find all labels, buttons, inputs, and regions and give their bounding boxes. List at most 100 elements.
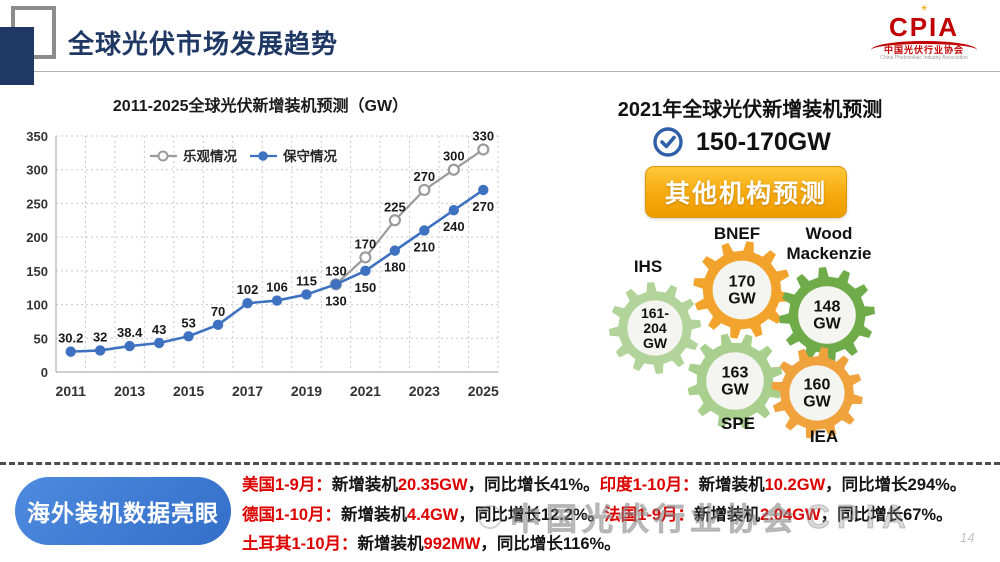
dashed-separator [0,462,1000,465]
gear-org-label: IEA [810,427,838,446]
data-label: 150 [355,280,377,295]
data-point [388,214,401,227]
gear-value: 170 [729,274,756,291]
news-segment: ，同比增长12.2%。 [458,505,605,524]
data-point [183,331,194,342]
data-point [330,279,342,290]
title-decoration-navy-square [0,27,34,85]
logo-en-name: China Photovoltaic Industry Association [880,55,968,61]
chart-grid [55,135,499,373]
news-segment: 土耳其1-10月： [242,535,358,553]
data-label: 102 [237,282,259,297]
gear-value: 204 [643,320,667,336]
data-label: 30.2 [58,331,83,346]
data-point [360,265,371,277]
news-segment: 20.35GW [397,476,468,494]
data-point [242,298,253,309]
svg-text:2011: 2011 [56,383,87,399]
news-segment: 10.2GW [764,476,826,494]
data-label: 130 [325,293,347,308]
data-point [478,184,489,196]
data-label: 106 [266,280,288,295]
gear-bnef: 170GW BNEF [693,224,791,339]
data-point [271,295,283,306]
data-point [477,143,490,156]
y-axis-tick-labels: 0 50 100 150 200 250 300 350 [26,129,48,380]
data-label: 43 [152,322,166,337]
svg-text:2021: 2021 [350,383,381,399]
news-segment: 新增装机 [357,535,424,553]
gear-value: GW [813,316,841,333]
gear-value: 161- [641,305,669,321]
logo-acronym: CPIA [888,12,960,42]
data-point [301,289,312,300]
sun-icon: ☀ [919,3,929,13]
data-label: 300 [443,149,465,164]
gear-value: GW [728,291,756,308]
news-lines: 美国1-9月：新增装机20.35GW，同比增长41%。印度1-10月：新增装机1… [242,471,977,560]
data-point [212,319,224,330]
svg-text:2017: 2017 [232,383,263,399]
data-label: 32 [93,329,107,344]
svg-text:250: 250 [26,196,48,211]
news-segment: 美国1-9月： [242,476,332,494]
svg-text:2019: 2019 [291,383,322,399]
data-point [124,340,135,352]
data-point [65,346,76,357]
page-number: 14 [960,530,975,545]
svg-text:2025: 2025 [468,383,499,399]
header-divider [33,71,1000,72]
data-label: 330 [472,128,494,143]
data-label: 53 [181,315,195,330]
gear-org-label: Mackenzie [786,244,871,263]
data-label: 225 [384,199,406,214]
gear-value: GW [721,382,749,399]
svg-text:350: 350 [26,129,48,144]
svg-text:300: 300 [26,163,48,178]
svg-text:0: 0 [41,365,48,380]
x-axis-tick-labels: 2011 2013 2015 2017 2019 2021 2023 2025 [56,383,500,399]
gear-value: GW [643,335,668,351]
data-label: 270 [472,199,494,214]
news-segment: 印度1-10月： [599,476,699,494]
news-segment: 新增装机 [341,505,408,524]
gear-org-label: SPE [721,414,755,433]
news-segment: ，同比增长41%。 [467,476,600,494]
other-institutions-button[interactable]: 其他机构预测 [645,166,847,218]
logo-arc [871,41,977,50]
svg-text:乐观情况: 乐观情况 [183,148,237,164]
news-segment: ，同比增长116%。 [480,535,621,553]
news-segment: 992MW [423,535,481,553]
check-icon [653,127,683,157]
logo-cn-name: 中国光伏行业协会 [883,45,964,55]
data-point [95,345,106,356]
data-label: 180 [384,260,406,275]
svg-text:2013: 2013 [114,383,145,399]
data-label: 130 [325,263,347,278]
news-segment: 德国1-10月： [242,505,342,524]
chart-legend: 乐观情况 保守情况 [150,148,337,164]
data-point [447,163,460,176]
news-segment: 4.4GW [407,505,459,524]
data-label: 70 [211,304,225,319]
svg-text:2015: 2015 [173,383,204,399]
news-segment: ，同比增长294%。 [825,476,967,494]
gear-org-label: BNEF [714,224,760,243]
gear-value: 160 [804,377,831,394]
news-segment: 新增装机 [694,505,761,524]
gear-org-label: IHS [634,257,662,276]
news-segment: 新增装机 [698,476,765,494]
gear-value: 148 [814,299,841,316]
gear-value: GW [803,394,831,411]
chart-title: 2011-2025全球光伏新增装机预测（GW） [112,98,409,115]
data-point [419,225,430,236]
page-title: 全球光伏市场发展趋势 [68,29,339,59]
news-line: 土耳其1-10月：新增装机992MW，同比增长116%。 [242,530,977,560]
data-point [418,183,431,197]
data-label: 170 [355,236,377,251]
overseas-data-badge: 海外装机数据亮眼 [15,477,231,545]
news-segment: 新增装机 [331,476,398,494]
